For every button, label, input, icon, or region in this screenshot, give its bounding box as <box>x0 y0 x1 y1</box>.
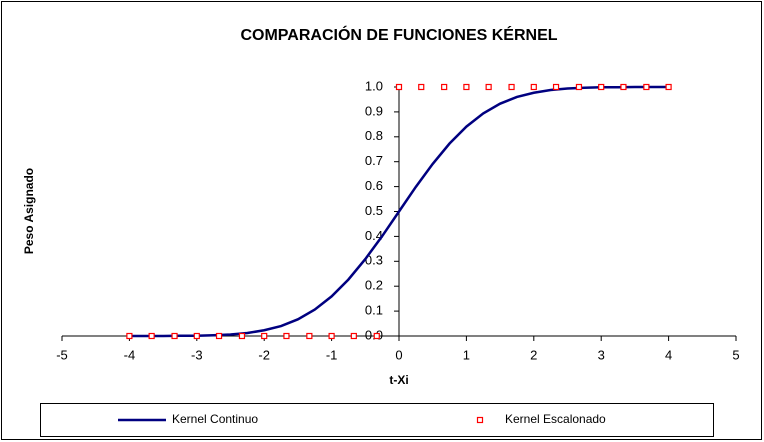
y-axis-title: Peso Asignado <box>22 168 36 254</box>
marker <box>643 83 650 91</box>
marker <box>418 83 425 91</box>
x-tick-label: 1 <box>463 347 470 362</box>
marker <box>463 83 470 91</box>
y-tick-label: 0.3 <box>365 253 383 268</box>
y-tick-label: 0.8 <box>365 128 383 143</box>
y-tick-label: 0.2 <box>365 278 383 293</box>
y-tick-label: 0.1 <box>365 303 383 318</box>
x-tick-label: -4 <box>124 347 136 362</box>
marker <box>575 83 583 91</box>
marker <box>171 332 178 340</box>
x-axis-title: t-Xi <box>389 373 408 387</box>
marker <box>328 332 335 340</box>
x-tick-label: 3 <box>598 347 605 362</box>
x-tick-label: 5 <box>732 347 739 362</box>
marker <box>238 332 246 340</box>
legend-text: Kernel Continuo <box>172 412 258 426</box>
legend-swatch <box>476 416 484 424</box>
marker <box>552 83 560 91</box>
y-tick-label: 0.5 <box>365 203 383 218</box>
marker <box>283 332 290 340</box>
x-tick-label: 2 <box>530 347 537 362</box>
marker <box>350 332 357 340</box>
marker <box>485 83 492 91</box>
marker <box>306 332 313 340</box>
marker <box>395 83 403 91</box>
marker <box>598 83 605 91</box>
chart-title: COMPARACIÓN DE FUNCIONES KÉRNEL <box>240 25 557 44</box>
x-tick-label: 0 <box>395 347 402 362</box>
marker <box>530 83 537 91</box>
x-tick-label: 4 <box>665 347 672 362</box>
marker <box>193 332 200 340</box>
marker <box>508 83 515 91</box>
y-tick-label: 1.0 <box>365 78 383 93</box>
marker <box>441 83 448 91</box>
x-tick-label: -1 <box>326 347 338 362</box>
x-tick-label: -2 <box>258 347 270 362</box>
x-tick-label: -3 <box>191 347 203 362</box>
marker <box>665 83 672 91</box>
y-tick-label: 0.9 <box>365 103 383 118</box>
y-tick-label: 0.6 <box>365 178 383 193</box>
marker <box>261 332 268 340</box>
x-tick-label: -5 <box>56 347 68 362</box>
y-tick-label: 0.7 <box>365 153 383 168</box>
marker <box>373 332 380 340</box>
marker <box>126 332 133 340</box>
legend-text: Kernel Escalonado <box>505 412 606 426</box>
marker <box>215 332 223 340</box>
marker <box>620 83 627 91</box>
marker <box>148 332 155 340</box>
